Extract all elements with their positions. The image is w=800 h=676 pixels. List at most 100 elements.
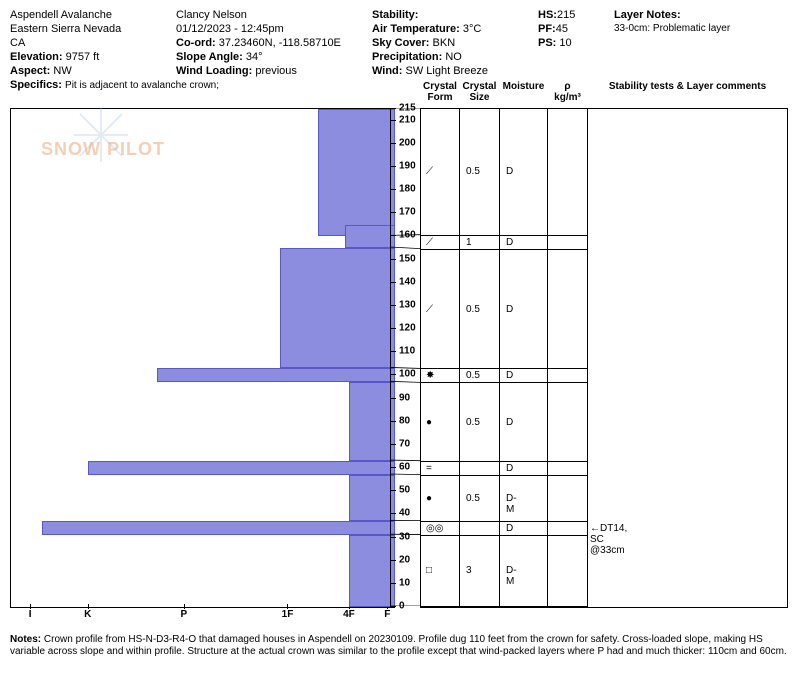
column-header: Moisture bbox=[500, 81, 547, 92]
layer-form: □ bbox=[426, 565, 432, 576]
pf-value: 45 bbox=[556, 23, 568, 35]
hardness-tick-label: F bbox=[384, 609, 390, 620]
layer-boundary bbox=[420, 461, 588, 462]
hardness-panel: SNOW PILOT IKP1F4FF bbox=[10, 108, 395, 608]
header-col-snowpack: HS:215 PF:45 PS: 10 bbox=[538, 8, 608, 78]
hardness-bar bbox=[42, 521, 395, 535]
ps-label: PS: bbox=[538, 37, 556, 49]
hardness-bar bbox=[345, 225, 395, 248]
layer-boundary bbox=[420, 475, 588, 476]
observer-name: Clancy Nelson bbox=[176, 8, 366, 22]
layer-form: ✸ bbox=[426, 370, 434, 381]
air-temp-value: 3°C bbox=[463, 23, 481, 35]
layer-form: ● bbox=[426, 417, 432, 428]
wind-value: SW Light Breeze bbox=[406, 65, 489, 77]
hs-value: 215 bbox=[557, 9, 575, 21]
notes-label: Notes: bbox=[10, 634, 41, 645]
column-header: Stability tests & Layer comments bbox=[588, 81, 787, 92]
layer-boundary bbox=[420, 535, 588, 536]
elevation-value: 9757 ft bbox=[66, 51, 100, 63]
stability-test-note: ←DT14, SC @33cm bbox=[590, 523, 627, 556]
layer-moisture: D bbox=[506, 417, 513, 428]
header-col-weather: Stability: Air Temperature: 3°C Sky Cove… bbox=[372, 8, 532, 78]
notes-text: Crown profile from HS-N-D3-R4-O that dam… bbox=[10, 634, 787, 657]
sky-label: Sky Cover: bbox=[372, 37, 429, 49]
stability-label: Stability: bbox=[372, 9, 418, 21]
layer-form: ● bbox=[426, 493, 432, 504]
layer-boundary bbox=[420, 108, 588, 109]
layer-form: ⟋ bbox=[426, 237, 433, 248]
table-column-size: Crystal Size bbox=[460, 108, 500, 608]
layer-boundary bbox=[420, 235, 588, 236]
layer-size: 0.5 bbox=[466, 493, 480, 504]
column-header: ρ kg/m³ bbox=[548, 81, 587, 103]
column-header: Crystal Size bbox=[460, 81, 499, 103]
elevation-label: Elevation: bbox=[10, 51, 63, 63]
location-line3: CA bbox=[10, 36, 170, 50]
layer-moisture: D-M bbox=[506, 493, 517, 515]
slope-label: Slope Angle: bbox=[176, 51, 243, 63]
ps-value: 10 bbox=[559, 37, 571, 49]
layer-size: 0.5 bbox=[466, 417, 480, 428]
hardness-bar bbox=[280, 248, 395, 368]
hs-label: HS: bbox=[538, 9, 557, 21]
pf-label: PF: bbox=[538, 23, 556, 35]
hardness-tick-label: 1F bbox=[282, 609, 294, 620]
layer-form: = bbox=[426, 463, 432, 474]
layer-notes-value: 33-0cm: Problematic layer bbox=[614, 22, 800, 36]
specifics-label: Specifics: bbox=[10, 79, 62, 91]
hardness-tick-label: P bbox=[180, 609, 187, 620]
sky-value: BKN bbox=[433, 37, 456, 49]
layer-size: 0.5 bbox=[466, 370, 480, 381]
layer-size: 0.5 bbox=[466, 304, 480, 315]
hardness-bar bbox=[349, 382, 395, 461]
precip-value: NO bbox=[445, 51, 462, 63]
layer-boundary bbox=[420, 521, 588, 522]
footer-notes: Notes: Crown profile from HS-N-D3-R4-O t… bbox=[10, 634, 790, 658]
layer-moisture: D bbox=[506, 463, 513, 474]
snowpilot-logo: SNOW PILOT bbox=[41, 139, 165, 160]
header-col-location: Aspendell Avalanche Eastern Sierra Nevad… bbox=[10, 8, 170, 78]
hardness-bar bbox=[88, 461, 395, 475]
header: Aspendell Avalanche Eastern Sierra Nevad… bbox=[10, 8, 790, 78]
column-header: Crystal Form bbox=[421, 81, 459, 103]
wind-loading-label: Wind Loading: bbox=[176, 65, 252, 77]
layer-boundary bbox=[420, 249, 588, 250]
layer-form: ⟋ bbox=[426, 304, 433, 315]
aspect-value: NW bbox=[53, 65, 71, 77]
layer-notes-label: Layer Notes: bbox=[614, 9, 681, 21]
aspect-label: Aspect: bbox=[10, 65, 50, 77]
layer-size: 1 bbox=[466, 237, 472, 248]
hardness-tick-label: K bbox=[84, 609, 91, 620]
layer-size: 3 bbox=[466, 565, 472, 576]
layer-form: ◎◎ bbox=[426, 523, 443, 534]
hardness-tick-label: I bbox=[29, 609, 32, 620]
hardness-bar bbox=[349, 475, 395, 521]
layer-moisture: D bbox=[506, 523, 513, 534]
coord-value: 37.23460N, -118.58710E bbox=[219, 37, 341, 49]
layer-boundary bbox=[420, 606, 588, 607]
header-col-notes: Layer Notes: 33-0cm: Problematic layer bbox=[614, 8, 800, 78]
hardness-bar bbox=[157, 368, 395, 382]
layer-boundary bbox=[420, 382, 588, 383]
coord-label: Co-ord: bbox=[176, 37, 216, 49]
layer-size: 0.5 bbox=[466, 166, 480, 177]
layer-moisture: D-M bbox=[506, 565, 517, 587]
specifics-value: Pit is adjacent to avalanche crown; bbox=[65, 80, 219, 91]
precip-label: Precipitation: bbox=[372, 51, 442, 63]
hardness-axis: IKP1F4FF bbox=[11, 609, 396, 623]
snow-profile-report: Aspendell Avalanche Eastern Sierra Nevad… bbox=[0, 0, 800, 676]
layer-moisture: D bbox=[506, 237, 513, 248]
observation-datetime: 01/12/2023 - 12:45pm bbox=[176, 22, 366, 36]
wind-label: Wind: bbox=[372, 65, 402, 77]
snow-profile-chart: SNOW PILOT IKP1F4FF 01020304050607080901… bbox=[10, 108, 790, 628]
table-column-rho: ρ kg/m³ bbox=[548, 108, 588, 608]
layer-form: ⟋ bbox=[426, 166, 433, 177]
layer-moisture: D bbox=[506, 304, 513, 315]
wind-loading-value: previous bbox=[255, 65, 297, 77]
layer-boundary bbox=[420, 368, 588, 369]
header-col-observer: Clancy Nelson 01/12/2023 - 12:45pm Co-or… bbox=[176, 8, 366, 78]
hardness-bar bbox=[318, 109, 395, 236]
air-temp-label: Air Temperature: bbox=[372, 23, 460, 35]
location-line2: Eastern Sierra Nevada bbox=[10, 22, 170, 36]
